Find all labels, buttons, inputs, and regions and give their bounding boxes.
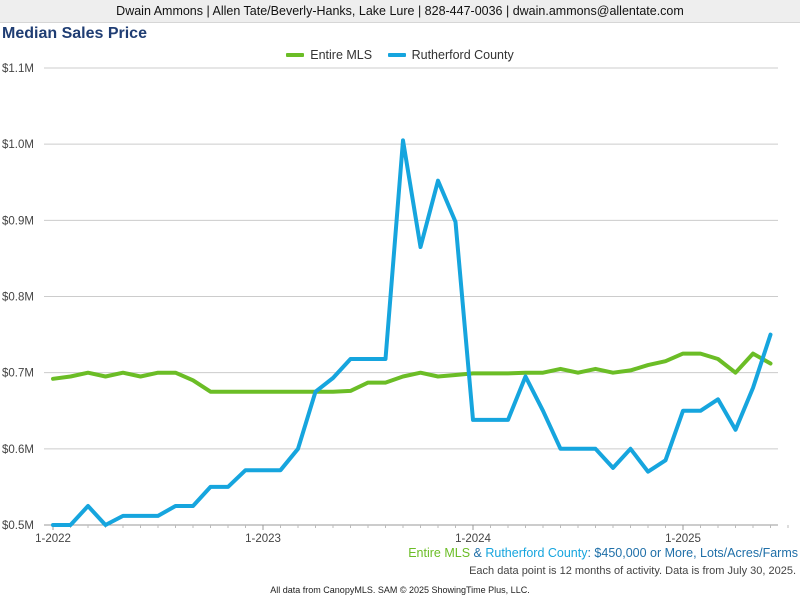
subtitle-criteria: : $450,000 or More, Lots/Acres/Farms: [587, 546, 798, 560]
legend-swatch-rutherford-county: [387, 53, 406, 57]
chart-title: Median Sales Price: [2, 25, 147, 42]
legend-label-entire-mls: Entire MLS: [310, 48, 373, 62]
y-tick-label: $0.5M: [2, 520, 34, 532]
subtitle-amp: &: [470, 546, 486, 560]
agent-contact-bar: Dwain Ammons | Allen Tate/Beverly-Hanks,…: [0, 0, 800, 23]
y-tick-label: $1.0M: [2, 139, 34, 151]
data-note: Each data point is 12 months of activity…: [469, 565, 796, 577]
legend-swatch-entire-mls: [286, 53, 305, 57]
subtitle-rutherford-county: Rutherford County: [485, 546, 588, 560]
subtitle-entire-mls: Entire MLS: [408, 546, 471, 560]
series-line-entire-mls: [51, 351, 773, 394]
y-tick-label: $0.6M: [2, 444, 34, 456]
y-tick-label: $0.7M: [2, 368, 34, 380]
median-sales-price-chart: $0.5M $0.6M $0.7M $0.8M $0.9M $1.0M $1.1M 1-202…: [2, 63, 789, 545]
legend-item-entire-mls[interactable]: Entire MLS: [286, 48, 372, 62]
x-tick-label: 1-2025: [665, 533, 701, 545]
x-tick-label: 1-2024: [455, 533, 491, 545]
y-tick-label: $0.9M: [2, 215, 34, 227]
y-tick-label: $1.1M: [2, 63, 34, 75]
series-line-rutherford-county: [51, 138, 773, 527]
chart-legend: Entire MLS Rutherford County: [0, 46, 800, 62]
x-tick-label: 1-2023: [245, 533, 281, 545]
legend-label-rutherford-county: Rutherford County: [411, 48, 514, 62]
x-tick-label: 1-2022: [35, 533, 71, 545]
chart-subtitle: Entire MLS & Rutherford County: $450,000…: [408, 546, 798, 560]
legend-item-rutherford-county[interactable]: Rutherford County: [387, 48, 514, 62]
footer-credit: All data from CanopyMLS. SAM © 2025 Show…: [270, 585, 530, 595]
y-tick-label: $0.8M: [2, 292, 34, 304]
